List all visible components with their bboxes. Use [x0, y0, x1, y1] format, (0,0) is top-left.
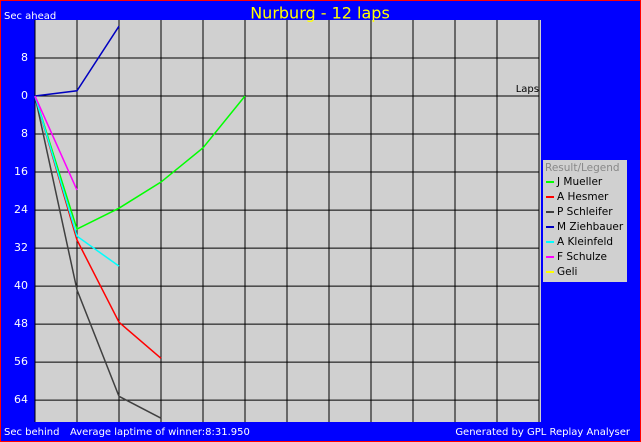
- series-line: [34, 25, 120, 97]
- legend-title: Result/Legend: [545, 162, 620, 174]
- legend: [543, 160, 627, 282]
- x-axis-label: Laps: [516, 84, 539, 95]
- y-tick-label: 8: [21, 127, 28, 140]
- y-tick-label: 0: [21, 89, 28, 102]
- legend-label: A Hesmer: [557, 191, 609, 203]
- y-tick-label: 64: [14, 393, 28, 406]
- footer-left: Average laptime of winner:8:31.950: [70, 427, 250, 438]
- chart-title: Nurburg - 12 laps: [250, 4, 390, 23]
- y-tick-label: 16: [14, 165, 28, 178]
- legend-label: J Mueller: [556, 176, 603, 188]
- y-tick-label: 56: [14, 355, 28, 368]
- legend-label: Geli: [557, 266, 577, 278]
- legend-label: M Ziehbauer: [557, 221, 624, 233]
- legend-label: F Schulze: [557, 251, 607, 263]
- footer-right: Generated by GPL Replay Analyser: [455, 427, 631, 438]
- y-tick-label: 48: [14, 317, 28, 330]
- y-tick-label: 24: [14, 203, 28, 216]
- y-label-bottom: Sec behind: [4, 427, 59, 438]
- series-line: [34, 95, 246, 231]
- y-tick-label: 8: [21, 51, 28, 64]
- y-tick-label: 40: [14, 279, 28, 292]
- series-line: [34, 95, 162, 419]
- y-tick-label: 32: [14, 241, 28, 254]
- legend-label: P Schleifer: [557, 206, 613, 218]
- legend-label: A Kleinfeld: [557, 236, 613, 248]
- series-line: [34, 95, 78, 191]
- y-label-top: Sec ahead: [4, 11, 56, 22]
- series-line: [34, 95, 120, 267]
